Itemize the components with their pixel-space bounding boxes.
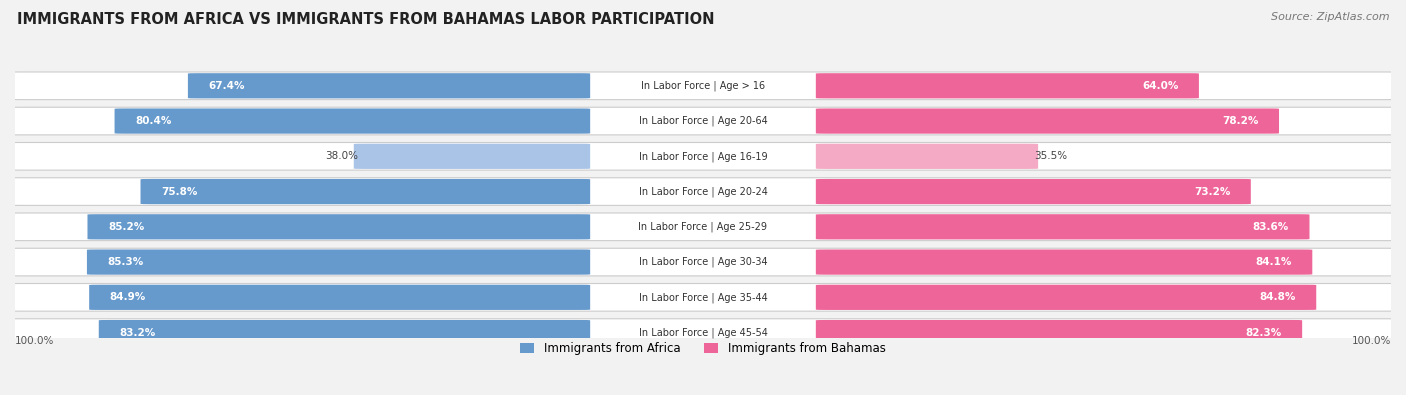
Text: 85.3%: 85.3% — [108, 257, 143, 267]
FancyBboxPatch shape — [114, 109, 591, 134]
FancyBboxPatch shape — [87, 214, 591, 239]
FancyBboxPatch shape — [815, 73, 1199, 98]
Text: IMMIGRANTS FROM AFRICA VS IMMIGRANTS FROM BAHAMAS LABOR PARTICIPATION: IMMIGRANTS FROM AFRICA VS IMMIGRANTS FRO… — [17, 12, 714, 27]
FancyBboxPatch shape — [815, 250, 1312, 275]
Text: In Labor Force | Age 20-64: In Labor Force | Age 20-64 — [638, 116, 768, 126]
FancyBboxPatch shape — [89, 285, 591, 310]
FancyBboxPatch shape — [815, 179, 1251, 204]
Text: 67.4%: 67.4% — [208, 81, 245, 91]
FancyBboxPatch shape — [815, 109, 1279, 134]
Text: In Labor Force | Age > 16: In Labor Force | Age > 16 — [641, 81, 765, 91]
FancyBboxPatch shape — [3, 143, 1403, 170]
Text: In Labor Force | Age 30-34: In Labor Force | Age 30-34 — [638, 257, 768, 267]
Text: 84.1%: 84.1% — [1256, 257, 1292, 267]
Text: In Labor Force | Age 25-29: In Labor Force | Age 25-29 — [638, 222, 768, 232]
FancyBboxPatch shape — [815, 320, 1302, 345]
Text: 85.2%: 85.2% — [108, 222, 145, 232]
Text: 73.2%: 73.2% — [1194, 186, 1230, 197]
FancyBboxPatch shape — [3, 319, 1403, 346]
Text: 84.8%: 84.8% — [1260, 292, 1295, 302]
FancyBboxPatch shape — [3, 178, 1403, 205]
Text: In Labor Force | Age 45-54: In Labor Force | Age 45-54 — [638, 327, 768, 338]
Text: 83.6%: 83.6% — [1253, 222, 1289, 232]
Text: In Labor Force | Age 16-19: In Labor Force | Age 16-19 — [638, 151, 768, 162]
Text: 38.0%: 38.0% — [325, 151, 359, 161]
FancyBboxPatch shape — [3, 107, 1403, 135]
FancyBboxPatch shape — [815, 214, 1309, 239]
FancyBboxPatch shape — [354, 144, 591, 169]
Text: 84.9%: 84.9% — [110, 292, 146, 302]
FancyBboxPatch shape — [815, 285, 1316, 310]
Text: 83.2%: 83.2% — [120, 327, 156, 338]
Text: In Labor Force | Age 35-44: In Labor Force | Age 35-44 — [638, 292, 768, 303]
Text: In Labor Force | Age 20-24: In Labor Force | Age 20-24 — [638, 186, 768, 197]
Text: 100.0%: 100.0% — [15, 336, 55, 346]
FancyBboxPatch shape — [141, 179, 591, 204]
FancyBboxPatch shape — [98, 320, 591, 345]
FancyBboxPatch shape — [3, 248, 1403, 276]
FancyBboxPatch shape — [3, 72, 1403, 100]
Text: 100.0%: 100.0% — [1351, 336, 1391, 346]
Text: 75.8%: 75.8% — [162, 186, 197, 197]
FancyBboxPatch shape — [3, 284, 1403, 311]
Text: 78.2%: 78.2% — [1222, 116, 1258, 126]
Text: 64.0%: 64.0% — [1142, 81, 1178, 91]
FancyBboxPatch shape — [87, 250, 591, 275]
Text: 80.4%: 80.4% — [135, 116, 172, 126]
FancyBboxPatch shape — [815, 144, 1038, 169]
Text: 82.3%: 82.3% — [1246, 327, 1281, 338]
Text: Source: ZipAtlas.com: Source: ZipAtlas.com — [1271, 12, 1389, 22]
FancyBboxPatch shape — [188, 73, 591, 98]
Text: 35.5%: 35.5% — [1033, 151, 1067, 161]
Legend: Immigrants from Africa, Immigrants from Bahamas: Immigrants from Africa, Immigrants from … — [520, 342, 886, 355]
FancyBboxPatch shape — [3, 213, 1403, 241]
